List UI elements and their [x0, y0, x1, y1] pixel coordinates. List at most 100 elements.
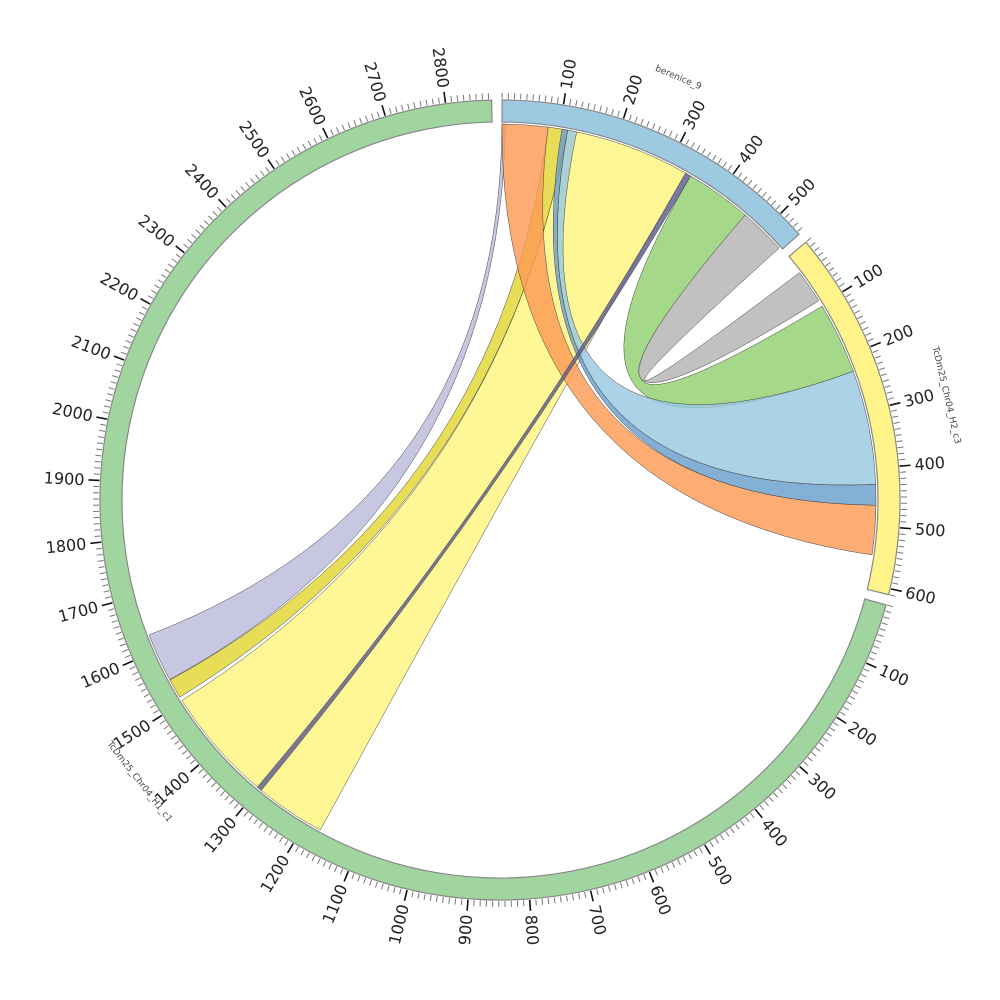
minor-tick — [116, 363, 123, 367]
major-tick — [113, 355, 125, 361]
minor-tick — [894, 570, 901, 573]
minor-tick — [815, 747, 821, 752]
minor-tick — [640, 118, 644, 125]
minor-tick — [369, 879, 372, 886]
minor-tick — [863, 668, 870, 672]
minor-tick — [365, 115, 369, 122]
minor-tick — [811, 751, 817, 757]
minor-tick — [164, 268, 171, 274]
minor-tick — [322, 860, 327, 867]
minor-tick — [306, 852, 310, 859]
minor-tick — [275, 159, 280, 166]
minor-tick — [423, 893, 426, 900]
minor-tick — [442, 896, 444, 904]
minor-tick — [835, 277, 842, 282]
major-tick — [870, 341, 881, 348]
minor-tick — [109, 614, 116, 617]
minor-tick — [435, 895, 438, 903]
minor-tick — [867, 338, 874, 342]
major-tick — [899, 464, 911, 467]
major-tick — [381, 105, 386, 117]
minor-tick — [877, 361, 884, 365]
minor-tick — [873, 645, 880, 649]
minor-tick — [462, 94, 465, 101]
minor-tick — [839, 711, 846, 716]
minor-tick — [377, 111, 380, 118]
minor-tick — [825, 262, 831, 267]
major-tick — [286, 843, 294, 854]
minor-tick — [138, 311, 145, 316]
minor-tick — [696, 145, 701, 151]
minor-tick — [357, 875, 361, 882]
major-tick — [562, 93, 567, 105]
minor-tick — [553, 897, 556, 904]
minor-tick — [98, 566, 105, 569]
minor-tick — [596, 889, 599, 896]
minor-tick — [178, 745, 184, 750]
minor-tick — [699, 847, 703, 854]
minor-tick — [762, 191, 767, 198]
minor-tick — [870, 651, 877, 655]
minor-tick — [335, 127, 340, 134]
link-ribbon — [148, 123, 506, 680]
minor-tick — [685, 139, 690, 146]
minor-tick — [625, 880, 629, 887]
minor-tick — [897, 446, 904, 449]
minor-tick — [766, 196, 772, 202]
minor-tick — [578, 893, 581, 900]
minor-tick — [752, 183, 758, 190]
minor-tick — [895, 434, 902, 437]
minor-tick — [898, 539, 906, 542]
minor-tick — [854, 309, 861, 314]
tick-label: 1700 — [56, 597, 100, 626]
major-tick — [90, 541, 102, 545]
minor-tick — [212, 211, 218, 217]
minor-tick — [663, 128, 667, 135]
minor-tick — [550, 96, 553, 103]
minor-tick — [757, 187, 762, 194]
minor-tick — [103, 590, 110, 593]
minor-tick — [166, 730, 173, 735]
minor-tick — [230, 194, 236, 200]
minor-tick — [717, 158, 722, 164]
tick-label: 500 — [784, 174, 819, 209]
minor-tick — [181, 750, 188, 755]
minor-tick — [206, 778, 212, 783]
minor-tick — [211, 782, 217, 788]
minor-tick — [858, 679, 864, 684]
minor-tick — [106, 393, 114, 396]
minor-tick — [822, 737, 829, 742]
major-tick — [842, 285, 853, 293]
minor-tick — [599, 105, 602, 112]
major-tick — [140, 297, 151, 305]
minor-tick — [359, 117, 363, 124]
minor-tick — [154, 284, 160, 289]
segment-0 — [501, 99, 800, 250]
minor-tick — [280, 156, 285, 163]
major-tick — [799, 765, 809, 775]
minor-tick — [572, 894, 575, 901]
minor-tick — [682, 856, 687, 863]
minor-tick — [829, 727, 836, 732]
minor-tick — [538, 94, 541, 101]
minor-tick — [587, 102, 590, 109]
minor-tick — [399, 888, 402, 895]
major-tick — [836, 716, 847, 725]
minor-tick — [759, 805, 765, 811]
minor-tick — [881, 373, 888, 377]
minor-tick — [108, 608, 115, 611]
minor-tick — [886, 604, 893, 608]
minor-tick — [183, 243, 189, 249]
minor-tick — [843, 706, 849, 711]
minor-tick — [795, 770, 801, 776]
minor-tick — [851, 304, 858, 309]
minor-tick — [103, 405, 110, 408]
minor-tick — [286, 153, 291, 159]
minor-tick — [318, 135, 323, 141]
minor-tick — [806, 237, 812, 242]
minor-tick — [224, 795, 230, 801]
tick-label: 2100 — [69, 332, 114, 364]
minor-tick — [147, 295, 154, 300]
minor-tick — [153, 709, 159, 714]
minor-tick — [793, 222, 799, 228]
